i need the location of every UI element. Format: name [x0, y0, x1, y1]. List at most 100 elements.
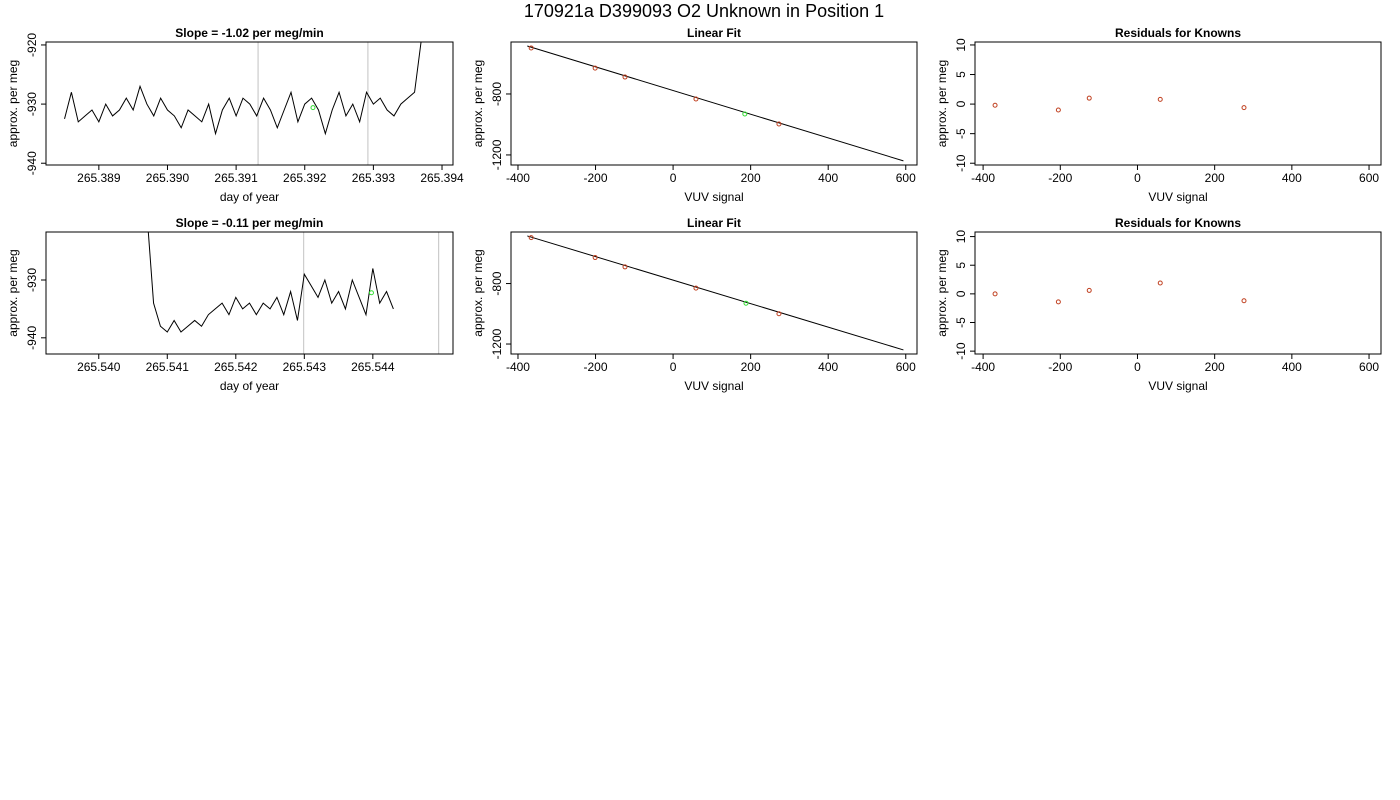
page-title: 170921a D399093 O2 Unknown in Position 1: [524, 1, 884, 21]
y-tick-label: -940: [25, 325, 39, 349]
y-axis-label: approx. per meg: [6, 249, 20, 336]
y-axis-label: approx. per meg: [935, 60, 949, 147]
x-tick-label: 265.542: [214, 360, 258, 374]
x-tick-label: 200: [1205, 171, 1225, 185]
y-axis-label: approx. per meg: [471, 249, 485, 336]
y-tick-label: -5: [954, 317, 968, 328]
panel: Slope = -1.02 per meg/min day of year appr…: [6, 26, 464, 204]
x-axis-label: VUV signal: [1148, 379, 1207, 393]
data-point: [592, 65, 598, 71]
plot-frame: [974, 41, 1382, 166]
plot-frame: [45, 41, 454, 166]
y-axis-label: approx. per meg: [471, 60, 485, 147]
x-tick-label: 265.394: [420, 171, 464, 185]
data-point: [776, 311, 782, 317]
x-tick-label: 265.390: [146, 171, 190, 185]
data-point: [310, 105, 316, 111]
y-tick-label: 10: [954, 230, 968, 244]
panel: Slope = -0.11 per meg/min day of year appr…: [6, 216, 454, 393]
plot-area: [147, 232, 440, 354]
y-tick-label: 0: [954, 290, 968, 297]
plot-frame: [974, 231, 1382, 355]
x-tick-label: 265.543: [283, 360, 327, 374]
data-point: [742, 111, 748, 117]
data-point: [992, 291, 998, 297]
plot-area: [527, 45, 904, 162]
panel-title: Linear Fit: [687, 26, 741, 40]
x-tick-label: -200: [1048, 171, 1072, 185]
data-point: [1241, 298, 1247, 304]
y-tick-label: -930: [25, 92, 39, 116]
plot-area: [992, 95, 1247, 113]
y-tick-label: -10: [954, 154, 968, 172]
data-point: [1157, 96, 1163, 102]
plot-area: [527, 235, 904, 351]
y-tick-label: -800: [490, 82, 504, 106]
data-point: [776, 121, 782, 127]
panel-title: Residuals for Knowns: [1115, 26, 1241, 40]
plot-frame: [510, 231, 918, 355]
x-tick-label: 265.389: [77, 171, 121, 185]
x-tick-label: 265.544: [351, 360, 395, 374]
x-tick-label: -200: [1048, 360, 1072, 374]
data-point: [693, 285, 699, 291]
x-tick-label: -400: [971, 171, 995, 185]
data-point: [693, 96, 699, 102]
x-tick-label: 265.393: [352, 171, 396, 185]
x-tick-label: 600: [1359, 360, 1379, 374]
panel: Residuals for Knowns VUV signal approx. pe…: [935, 216, 1382, 393]
y-tick-label: 0: [954, 100, 968, 107]
x-tick-label: 265.391: [214, 171, 258, 185]
x-tick-label: 200: [741, 171, 761, 185]
data-point: [1086, 287, 1092, 293]
data-point: [1055, 107, 1061, 113]
y-tick-label: -940: [25, 151, 39, 175]
x-tick-label: -200: [584, 360, 608, 374]
x-axis-label: VUV signal: [684, 379, 743, 393]
x-axis-label: day of year: [220, 190, 279, 204]
x-tick-label: -400: [506, 171, 530, 185]
x-tick-label: 600: [896, 360, 916, 374]
x-tick-label: 0: [670, 360, 677, 374]
y-tick-label: 5: [954, 262, 968, 269]
x-tick-label: 265.392: [283, 171, 327, 185]
y-tick-label: -930: [25, 268, 39, 292]
x-tick-label: -400: [506, 360, 530, 374]
data-point: [1241, 105, 1247, 111]
x-tick-label: -200: [584, 171, 608, 185]
fit-line: [527, 45, 904, 162]
panel-title: Slope = -0.11 per meg/min: [176, 216, 324, 230]
y-tick-label: -920: [25, 33, 39, 57]
y-axis-label: approx. per meg: [6, 60, 20, 147]
x-tick-label: 200: [741, 360, 761, 374]
panel-title: Residuals for Knowns: [1115, 216, 1241, 230]
plot-frame: [510, 41, 918, 166]
x-tick-label: 0: [670, 171, 677, 185]
x-tick-label: 600: [1359, 171, 1379, 185]
y-tick-label: -1200: [490, 328, 504, 359]
y-tick-label: -10: [954, 342, 968, 360]
data-point: [592, 255, 598, 261]
x-axis-label: day of year: [220, 379, 279, 393]
panel: Linear Fit VUV signal approx. per meg -400 -…: [471, 26, 918, 204]
x-axis-label: VUV signal: [684, 190, 743, 204]
y-axis-label: approx. per meg: [935, 249, 949, 336]
data-point: [528, 45, 534, 51]
panel-title: Linear Fit: [687, 216, 741, 230]
fit-line: [527, 235, 904, 351]
data-line: [147, 232, 394, 333]
data-point: [743, 300, 749, 306]
x-tick-label: 400: [818, 171, 838, 185]
y-tick-label: -5: [954, 128, 968, 139]
data-point: [622, 74, 628, 80]
x-tick-label: 400: [1282, 171, 1302, 185]
x-tick-label: 265.541: [146, 360, 190, 374]
panel: Residuals for Knowns VUV signal approx. pe…: [935, 26, 1382, 204]
data-point: [1086, 95, 1092, 101]
data-point: [1157, 280, 1163, 286]
y-tick-label: -800: [490, 271, 504, 295]
x-tick-label: 0: [1134, 360, 1141, 374]
